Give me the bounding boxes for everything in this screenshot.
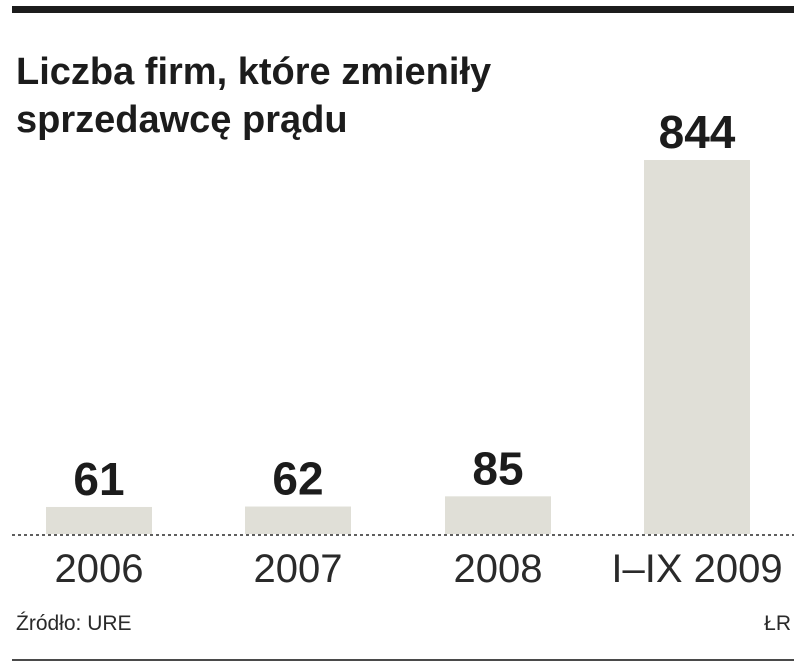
category-label-4: I–IX 2009 <box>611 547 782 591</box>
bar-value-label-2: 62 <box>272 453 323 505</box>
bar-4 <box>644 160 750 534</box>
chart-title: Liczba firm, które zmieniły sprzedawcę p… <box>16 51 492 141</box>
bar-chart: 61 62 85 844 2006 2007 2008 I–IX 2009 <box>12 106 794 591</box>
category-label-1: 2006 <box>55 547 144 591</box>
bar-value-label-1: 61 <box>73 453 124 505</box>
category-label-3: 2008 <box>454 547 543 591</box>
author-credit: ŁR <box>764 612 791 635</box>
bar-value-label-4: 844 <box>659 106 736 158</box>
bar-2 <box>245 506 351 534</box>
category-label-2: 2007 <box>254 547 343 591</box>
value-labels-layer: 61 62 85 844 <box>73 106 735 505</box>
bottom-rule <box>12 659 794 661</box>
source-note: Źródło: URE <box>16 612 132 635</box>
bar-1 <box>46 506 152 534</box>
bar-value-label-3: 85 <box>472 442 523 494</box>
category-labels-layer: 2006 2007 2008 I–IX 2009 <box>55 547 783 591</box>
bars-layer <box>46 160 750 534</box>
top-rule <box>12 6 794 13</box>
bar-3 <box>445 496 551 534</box>
